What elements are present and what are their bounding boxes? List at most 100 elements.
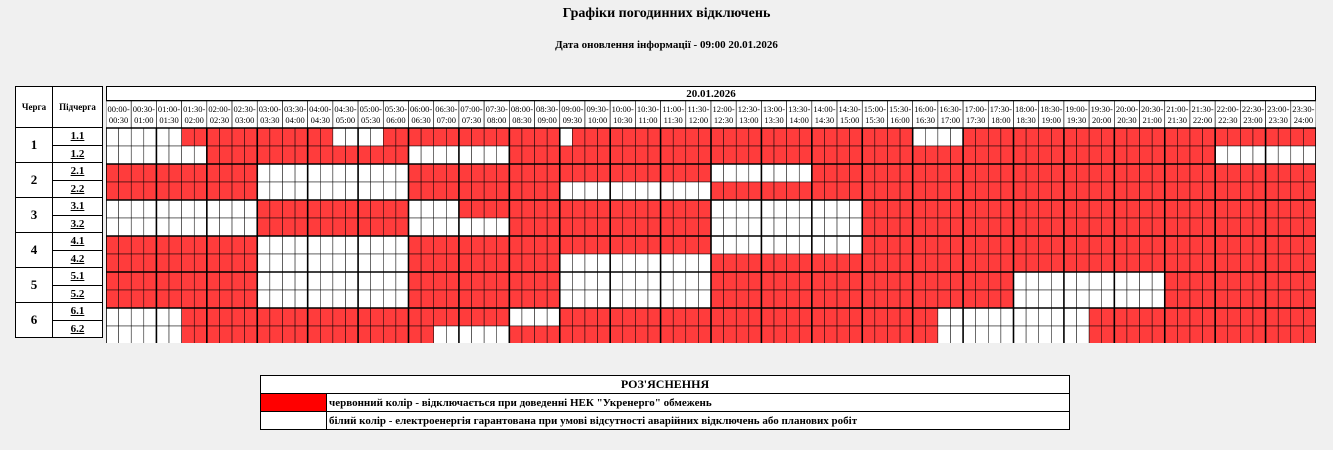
- time-slot-start: 09:00-: [561, 104, 583, 114]
- schedule-cell: [244, 145, 258, 165]
- schedule-cell: [433, 289, 447, 309]
- schedule-cell: [320, 253, 334, 273]
- schedule-cell: [798, 163, 813, 183]
- schedule-cell: [559, 325, 573, 343]
- schedule-cell: [118, 271, 132, 291]
- schedule-cell: [862, 127, 876, 147]
- schedule-cell: [1063, 235, 1077, 255]
- subqueue-link[interactable]: 4.1: [52, 232, 103, 251]
- schedule-cell: [408, 307, 422, 327]
- schedule-cell: [156, 199, 170, 219]
- schedule-cell: [685, 199, 699, 219]
- schedule-cell: [1000, 217, 1014, 237]
- schedule-cell: [1189, 181, 1203, 201]
- schedule-cell: [1101, 127, 1115, 147]
- time-slot-end: 14:00: [790, 115, 809, 125]
- time-slot-start: 06:30-: [435, 104, 457, 114]
- schedule-cell: [1290, 163, 1304, 183]
- schedule-cell: [130, 289, 145, 309]
- subqueue-link[interactable]: 1.1: [52, 127, 103, 146]
- schedule-cell: [1202, 271, 1216, 291]
- schedule-cell: [874, 217, 888, 237]
- schedule-cell: [1252, 325, 1266, 343]
- schedule-cell: [635, 253, 649, 273]
- schedule-cell: [1151, 181, 1166, 201]
- schedule-cell: [786, 145, 800, 165]
- schedule-cell: [912, 253, 926, 273]
- schedule-cell: [761, 199, 775, 219]
- schedule-cell: [1240, 307, 1254, 327]
- schedule-cell: [962, 163, 976, 183]
- schedule-cell: [282, 289, 296, 309]
- schedule-cell: [433, 127, 447, 147]
- schedule-cell: [294, 199, 308, 219]
- schedule-cell: [471, 163, 485, 183]
- schedule-cell: [962, 307, 976, 327]
- schedule-cell: [483, 271, 497, 291]
- schedule-cell: [786, 325, 800, 343]
- schedule-cell: [748, 145, 762, 165]
- subqueue-link[interactable]: 5.2: [52, 284, 103, 303]
- schedule-cell: [521, 307, 535, 327]
- schedule-cell: [546, 307, 561, 327]
- subqueue-link[interactable]: 5.1: [52, 267, 103, 286]
- schedule-cell: [244, 235, 258, 255]
- time-slot-end: 01:30: [159, 115, 178, 125]
- schedule-cell: [357, 235, 371, 255]
- schedule-cell: [193, 253, 208, 273]
- subqueue-link[interactable]: 3.1: [52, 197, 103, 216]
- schedule-cell: [307, 289, 321, 309]
- schedule-cell: [899, 145, 913, 165]
- subqueue-link[interactable]: 2.1: [52, 162, 103, 181]
- subqueue-link[interactable]: 2.2: [52, 179, 103, 198]
- schedule-cell: [1240, 289, 1254, 309]
- schedule-cell: [748, 163, 762, 183]
- schedule-cell: [1277, 127, 1292, 147]
- schedule-cell: [1000, 145, 1014, 165]
- schedule-cell: [320, 289, 334, 309]
- time-header-cell: [660, 101, 687, 129]
- schedule-cell: [647, 253, 661, 273]
- schedule-cell: [106, 181, 119, 201]
- schedule-cell: [811, 235, 825, 255]
- schedule-cell: [975, 271, 989, 291]
- schedule-cell: [206, 271, 220, 291]
- schedule-cell: [735, 325, 750, 343]
- schedule-cell: [307, 199, 321, 219]
- schedule-cell: [937, 271, 951, 291]
- schedule-cell: [988, 235, 1002, 255]
- schedule-cell: [912, 289, 926, 309]
- schedule-cell: [761, 325, 775, 343]
- schedule-cell: [357, 199, 371, 219]
- schedule-cell: [1303, 163, 1316, 183]
- schedule-cell: [420, 199, 434, 219]
- schedule-cell: [143, 181, 157, 201]
- schedule-cell: [559, 271, 573, 291]
- schedule-cell: [1240, 199, 1254, 219]
- schedule-cell: [1177, 145, 1191, 165]
- schedule-cell: [862, 307, 876, 327]
- subqueue-link[interactable]: 6.2: [52, 319, 103, 338]
- schedule-cell: [773, 217, 787, 237]
- schedule-cell: [446, 307, 460, 327]
- schedule-cell: [357, 217, 371, 237]
- schedule-cell: [1063, 325, 1077, 343]
- schedule-cell: [647, 325, 661, 343]
- schedule-cell: [1088, 271, 1102, 291]
- schedule-cell: [206, 235, 220, 255]
- schedule-cell: [1290, 127, 1304, 147]
- queue-label: 6: [15, 302, 53, 338]
- subqueue-link[interactable]: 4.2: [52, 249, 103, 268]
- schedule-cell: [1139, 235, 1153, 255]
- subqueue-link[interactable]: 3.2: [52, 214, 103, 233]
- schedule-cell: [446, 271, 460, 291]
- time-slot-end: 09:00: [537, 115, 556, 125]
- schedule-cell: [483, 163, 497, 183]
- schedule-cell: [660, 253, 674, 273]
- schedule-cell: [773, 325, 787, 343]
- schedule-cell: [496, 163, 510, 183]
- subqueue-link[interactable]: 6.1: [52, 302, 103, 321]
- schedule-cell: [1214, 271, 1229, 291]
- schedule-cell: [1290, 307, 1304, 327]
- subqueue-link[interactable]: 1.2: [52, 144, 103, 163]
